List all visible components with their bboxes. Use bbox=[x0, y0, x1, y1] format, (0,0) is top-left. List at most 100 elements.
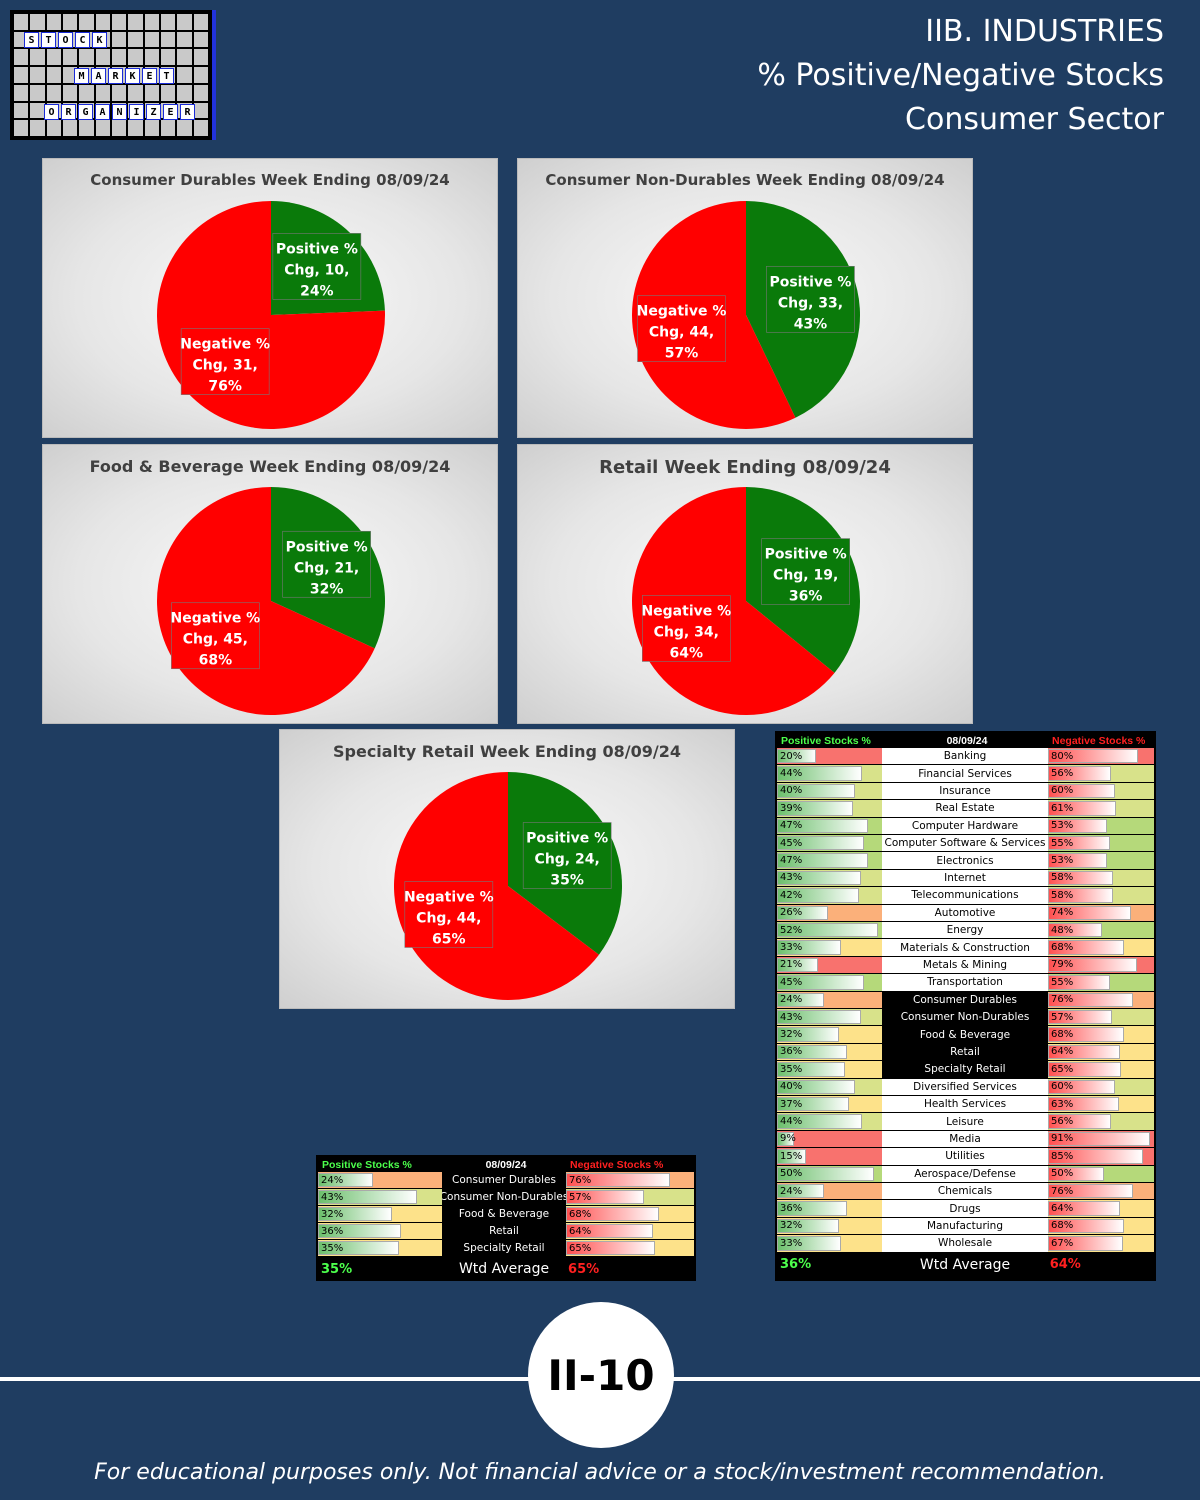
negative-pct-value: 60% bbox=[1051, 1081, 1074, 1093]
negative-pct-bar bbox=[1048, 1236, 1124, 1251]
negative-pct-bar bbox=[1048, 1114, 1111, 1129]
industry-name: Consumer Durables bbox=[442, 1172, 566, 1188]
positive-pct-bar bbox=[777, 888, 859, 903]
table-row: 45% Computer Software & Services 55% bbox=[777, 835, 1154, 852]
industry-name: Media bbox=[882, 1130, 1048, 1148]
positive-pct-value: 24% bbox=[780, 994, 803, 1006]
positive-pct-cell: 35% bbox=[777, 1061, 882, 1078]
pie-label-line: Chg, 31, bbox=[193, 358, 258, 374]
negative-pct-value: 53% bbox=[1051, 820, 1074, 832]
negative-pct-cell: 64% bbox=[1048, 1043, 1154, 1061]
positive-pct-bar bbox=[777, 1010, 861, 1025]
pie-label-negative: Negative % Chg, 44, 57% bbox=[637, 295, 726, 363]
positive-pct-cell: 24% bbox=[777, 1183, 882, 1200]
industry-name: Food & Beverage bbox=[442, 1206, 566, 1222]
pie-chart: Positive % Chg, 10, 24% Negative % Chg, 31, 7… bbox=[157, 201, 385, 430]
positive-pct-cell: 44% bbox=[777, 1113, 882, 1130]
pie-title: Specialty Retail Week Ending 08/09/24 bbox=[332, 742, 682, 761]
industry-name: Electronics bbox=[882, 852, 1048, 869]
table-row: 20% Banking 80% bbox=[777, 748, 1154, 765]
negative-pct-bar bbox=[1048, 766, 1111, 781]
negative-pct-cell: 53% bbox=[1048, 817, 1154, 834]
negative-pct-bar bbox=[566, 1190, 644, 1204]
negative-pct-cell: 57% bbox=[566, 1189, 694, 1205]
positive-pct-bar bbox=[777, 1114, 863, 1129]
pie-label-line: Chg, 45, bbox=[183, 632, 248, 648]
positive-pct-value: 35% bbox=[321, 1242, 344, 1254]
table-row: 9% Media 91% bbox=[777, 1130, 1154, 1148]
positive-pct-bar bbox=[777, 1079, 855, 1094]
positive-pct-cell: 32% bbox=[777, 1217, 882, 1235]
positive-pct-value: 37% bbox=[780, 1098, 803, 1110]
negative-pct-cell: 56% bbox=[1048, 765, 1154, 782]
table-row: 45% Transportation 55% bbox=[777, 974, 1154, 991]
positive-pct-value: 15% bbox=[780, 1150, 803, 1162]
table-row: 52% Energy 48% bbox=[777, 922, 1154, 939]
pie-label-line: 24% bbox=[300, 283, 334, 299]
pie-label-line: 64% bbox=[670, 645, 704, 661]
negative-pct-bar bbox=[566, 1241, 655, 1255]
positive-pct-bar bbox=[318, 1190, 418, 1204]
positive-pct-bar bbox=[777, 1218, 840, 1234]
negative-pct-value: 80% bbox=[1051, 750, 1074, 762]
table-row: 43% Internet 58% bbox=[777, 869, 1154, 887]
table-row: 44% Leisure 56% bbox=[777, 1113, 1154, 1130]
positive-pct-value: 47% bbox=[780, 855, 803, 867]
table-row: 26% Automotive 74% bbox=[777, 904, 1154, 921]
negative-pct-value: 50% bbox=[1051, 1168, 1074, 1180]
negative-pct-cell: 68% bbox=[566, 1206, 694, 1222]
header-positive: Positive Stocks % bbox=[322, 1158, 412, 1171]
title-line-1: IIB. INDUSTRIES bbox=[925, 14, 1164, 49]
negative-pct-value: 60% bbox=[1051, 785, 1074, 797]
negative-pct-cell: 55% bbox=[1048, 974, 1154, 991]
negative-pct-cell: 68% bbox=[1048, 1217, 1154, 1235]
positive-pct-cell: 45% bbox=[777, 835, 882, 852]
pie-label-line: Negative % bbox=[171, 611, 261, 627]
pie-label-line: Chg, 10, bbox=[284, 262, 349, 278]
negative-pct-bar bbox=[1048, 1201, 1120, 1216]
negative-pct-cell: 76% bbox=[1048, 991, 1154, 1008]
industry-name: Telecommunications bbox=[882, 887, 1048, 904]
positive-pct-cell: 15% bbox=[777, 1148, 882, 1165]
table-row: 24% Chemicals 76% bbox=[777, 1183, 1154, 1200]
negative-pct-bar bbox=[1048, 1149, 1144, 1164]
industry-name: Wholesale bbox=[882, 1235, 1048, 1252]
pie-label-positive: Positive % Chg, 21, 32% bbox=[282, 530, 371, 598]
industry-name: Manufacturing bbox=[882, 1217, 1048, 1235]
negative-pct-bar bbox=[1048, 1062, 1121, 1077]
consumer-summary-table: Positive Stocks % 08/09/24 Negative Stocks… bbox=[316, 1155, 696, 1281]
positive-pct-bar bbox=[777, 783, 855, 799]
industry-name: Consumer Non-Durables bbox=[439, 1189, 569, 1205]
negative-pct-value: 65% bbox=[1051, 1063, 1074, 1075]
industry-name: Food & Beverage bbox=[882, 1026, 1048, 1043]
positive-pct-cell: 36% bbox=[318, 1223, 442, 1239]
positive-pct-value: 39% bbox=[780, 802, 803, 814]
header-positive: Positive Stocks % bbox=[781, 734, 871, 747]
positive-pct-value: 20% bbox=[780, 750, 803, 762]
positive-pct-bar bbox=[318, 1173, 374, 1187]
negative-pct-bar bbox=[1048, 853, 1108, 868]
positive-pct-bar bbox=[777, 818, 869, 833]
positive-pct-bar bbox=[777, 1149, 807, 1164]
negative-pct-value: 56% bbox=[1051, 768, 1074, 780]
negative-pct-cell: 48% bbox=[1048, 922, 1154, 939]
negative-pct-value: 68% bbox=[1051, 942, 1074, 954]
negative-pct-bar bbox=[1048, 801, 1117, 816]
header-negative: Negative Stocks % bbox=[1052, 734, 1146, 747]
negative-pct-bar bbox=[1048, 940, 1125, 955]
positive-pct-value: 40% bbox=[780, 785, 803, 797]
positive-pct-cell: 40% bbox=[777, 1078, 882, 1095]
average-label: Wtd Average bbox=[919, 1256, 1011, 1273]
positive-pct-value: 33% bbox=[780, 942, 803, 954]
positive-pct-bar bbox=[777, 905, 828, 920]
industry-name: Diversified Services bbox=[882, 1078, 1048, 1095]
positive-pct-bar bbox=[777, 1027, 840, 1042]
industries-table: Positive Stocks % 08/09/24 Negative Stocks… bbox=[775, 731, 1156, 1281]
negative-pct-bar bbox=[1048, 870, 1113, 886]
table-row: 32% Manufacturing 68% bbox=[777, 1217, 1154, 1235]
industry-name: Consumer Durables bbox=[882, 991, 1048, 1008]
table-row: 44% Financial Services 56% bbox=[777, 765, 1154, 782]
industry-name: Banking bbox=[882, 748, 1048, 765]
